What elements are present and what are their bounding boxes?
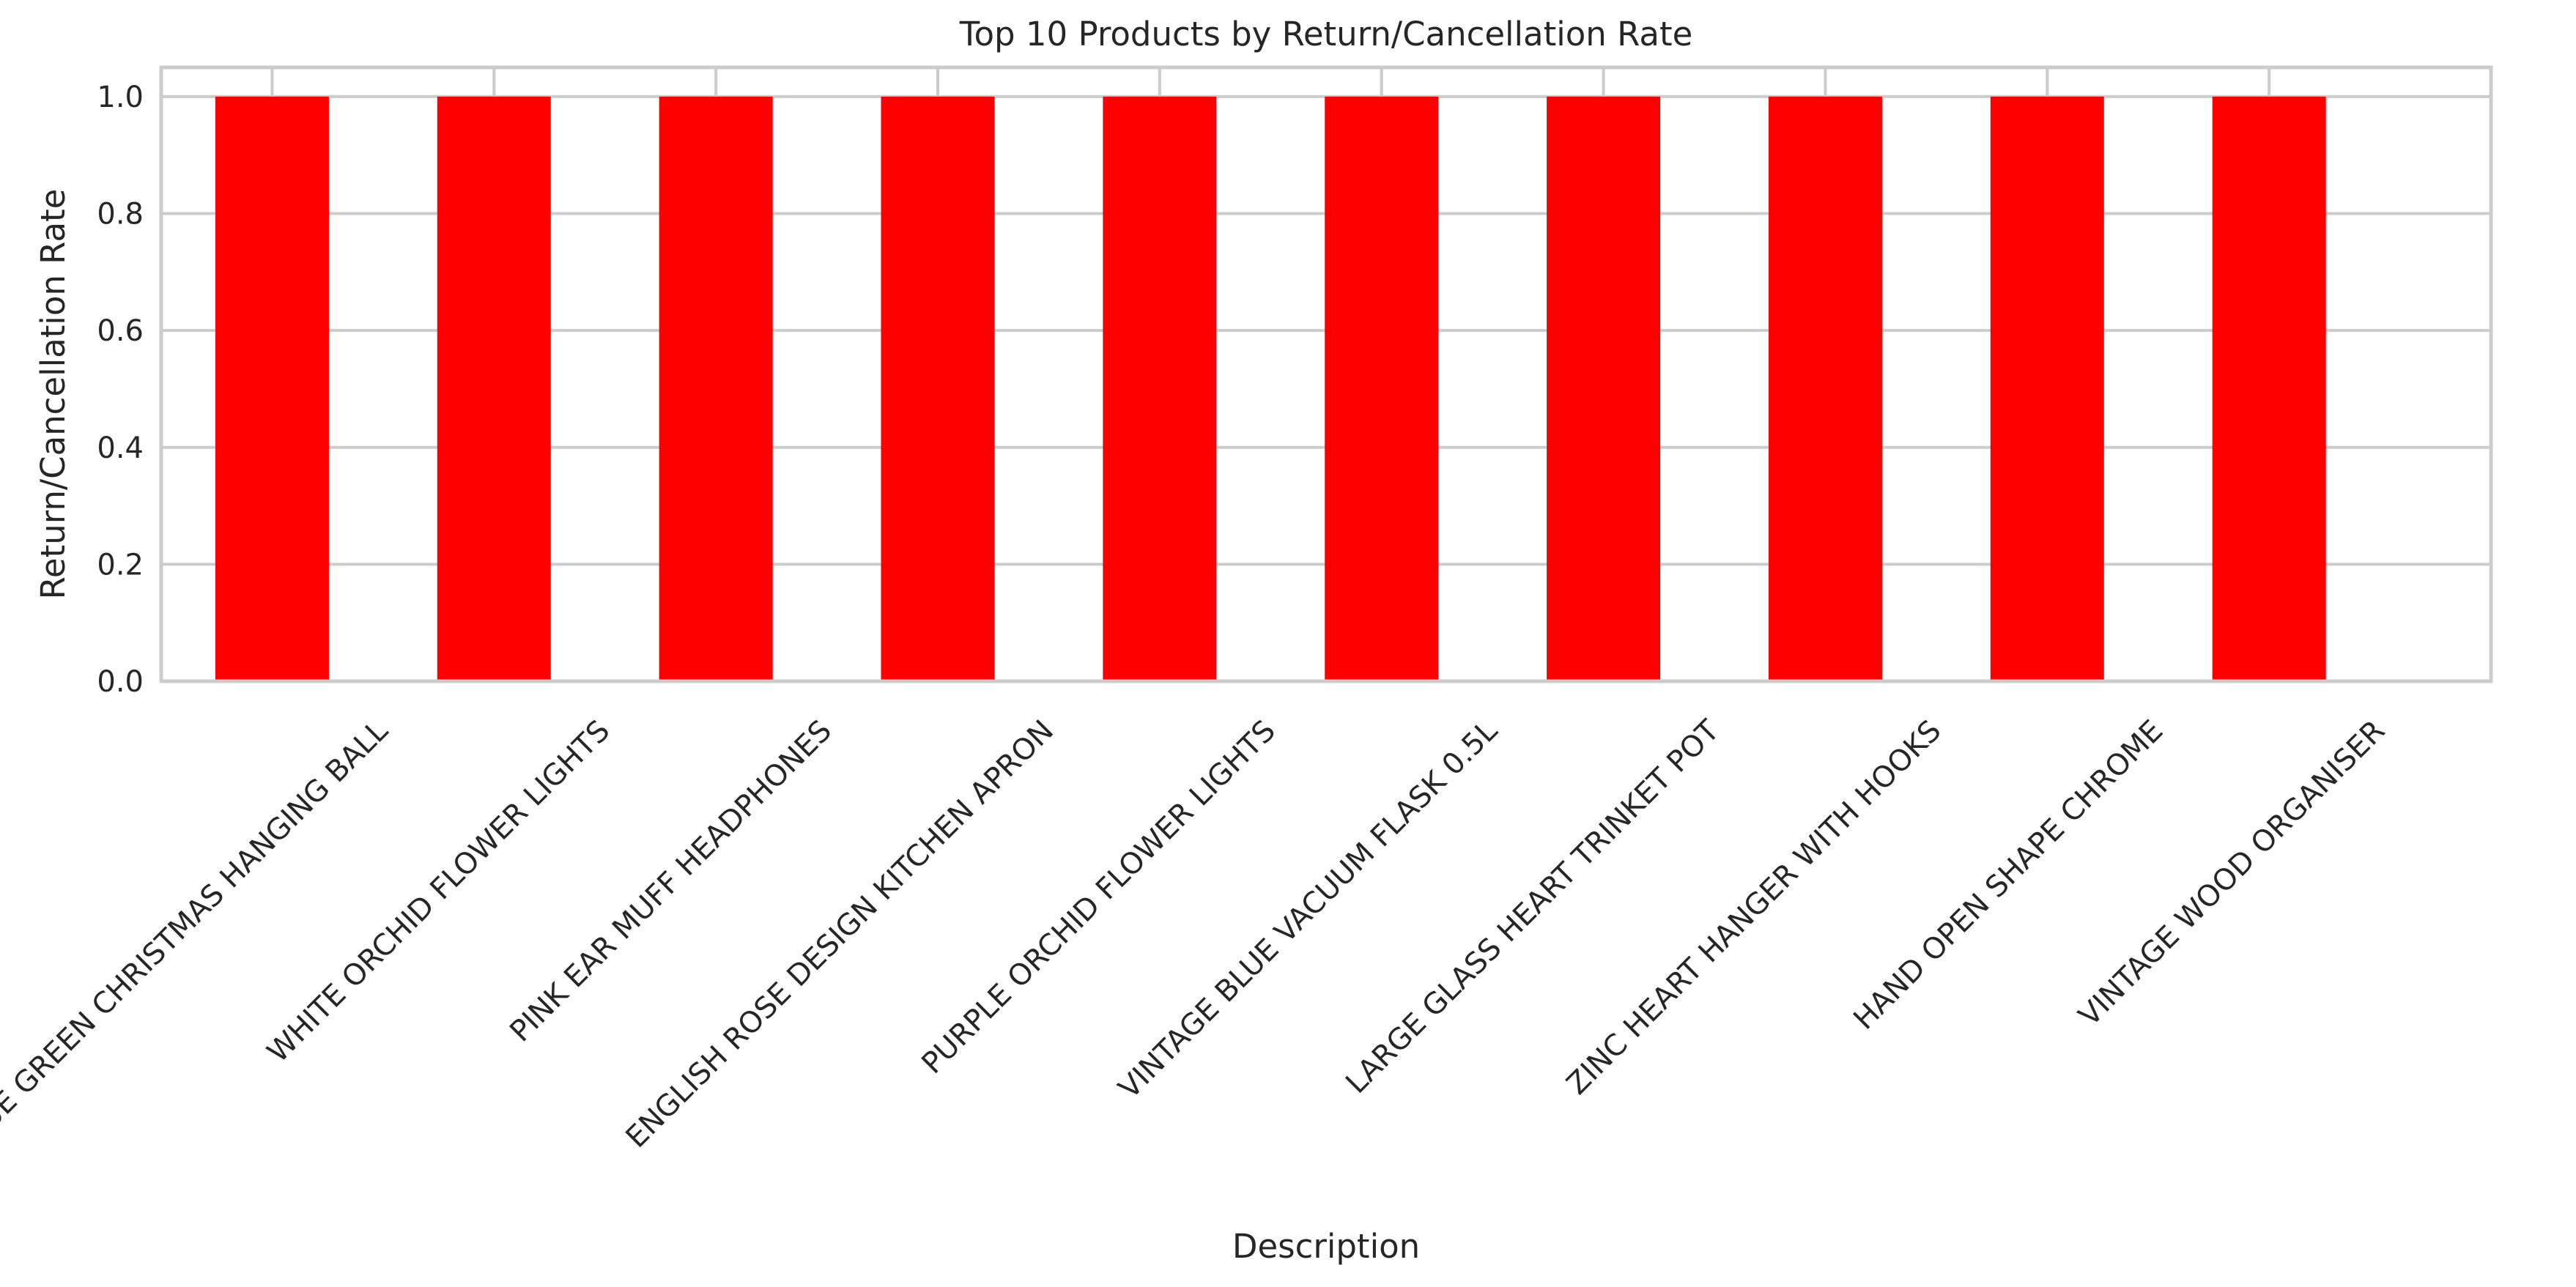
bar xyxy=(1325,96,1439,681)
x-tick-label: WHITE ORCHID FLOWER LIGHTS xyxy=(261,714,616,1069)
x-tick-label: ZINC HEART HANGER WITH HOOKS xyxy=(1561,714,1948,1102)
y-tick-label: 0.0 xyxy=(97,665,144,699)
y-tick-label: 0.2 xyxy=(97,548,144,582)
bar xyxy=(437,96,551,681)
bar xyxy=(659,96,773,681)
x-tick-label: BLUE GREEN CHRISTMAS HANGING BALL xyxy=(0,713,395,1161)
bar xyxy=(1768,96,1882,681)
bars-layer xyxy=(215,96,2326,681)
y-tick-label: 0.8 xyxy=(97,198,144,231)
y-axis-label: Return/Cancellation Rate xyxy=(34,189,73,600)
bar xyxy=(1547,96,1661,681)
plot-frame xyxy=(159,65,2493,683)
y-tick-labels: 0.0 0.2 0.4 0.6 0.8 1.0 xyxy=(97,81,144,699)
y-tick-label: 0.6 xyxy=(97,314,144,348)
bar xyxy=(1990,96,2104,681)
bar xyxy=(881,96,995,681)
chart-title: Top 10 Products by Return/Cancellation R… xyxy=(959,15,1693,53)
y-tick-label: 1.0 xyxy=(97,81,144,114)
x-tick-label: VINTAGE BLUE VACUUM FLASK 0.5L xyxy=(1112,713,1504,1105)
x-tick-label: ENGLISH ROSE DESIGN KITCHEN APRON xyxy=(620,714,1061,1155)
bar xyxy=(1103,96,1217,681)
bar xyxy=(2212,96,2326,681)
x-tick-label: PURPLE ORCHID FLOWER LIGHTS xyxy=(915,714,1282,1081)
y-tick-label: 0.4 xyxy=(97,431,144,465)
x-axis-label: Description xyxy=(1232,1227,1420,1266)
bar xyxy=(215,96,329,681)
x-tick-label: LARGE GLASS HEART TRINKET POT xyxy=(1339,713,1726,1100)
